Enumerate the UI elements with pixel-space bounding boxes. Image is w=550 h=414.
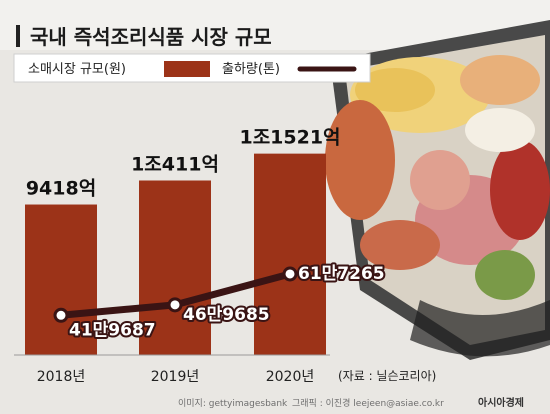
image-credit: 이미지: gettyimagesbank — [178, 398, 288, 409]
bars: 9418억 2018년 1조411억 2019년 1조1521억 2020년 — [25, 127, 341, 385]
chart-title: 국내 즉석조리식품 시장 규모 — [30, 25, 272, 49]
x-tick-label-3: 2020년 — [266, 369, 315, 385]
x-tick-label-2: 2019년 — [151, 369, 200, 385]
bar-2 — [139, 180, 211, 355]
legend-label-line: 출하량(톤) — [222, 62, 280, 77]
line-point-2 — [167, 297, 183, 313]
x-tick-label-1: 2018년 — [37, 369, 86, 385]
bar-value-label-2: 1조411억 — [131, 153, 219, 175]
legend-swatch-bar — [164, 61, 210, 77]
line-point-1 — [53, 307, 69, 323]
line-value-label-3: 61만7265 — [298, 264, 385, 284]
bar-value-label-1: 9418억 — [26, 178, 96, 200]
line-point-3 — [282, 266, 298, 282]
graphic-credit: 그래픽 : 이진경 leejeen@asiae.co.kr — [292, 397, 444, 409]
bar-value-label-3: 1조1521억 — [239, 127, 340, 149]
line-value-label-2: 46만9685 — [183, 305, 270, 325]
line-layer: 41만9687 46만9685 61만7265 — [53, 262, 387, 342]
legend-label-bar: 소매시장 규모(원) — [28, 62, 126, 77]
title-marker — [16, 25, 20, 47]
legend: 소매시장 규모(원) 출하량(톤) — [13, 53, 371, 83]
bar-1 — [25, 204, 97, 355]
source-note: (자료 : 닐슨코리아) — [338, 369, 436, 383]
publisher-logo: 아시아경제 — [478, 396, 524, 409]
line-value-label-1: 41만9687 — [69, 320, 156, 340]
bar-3 — [254, 153, 326, 355]
